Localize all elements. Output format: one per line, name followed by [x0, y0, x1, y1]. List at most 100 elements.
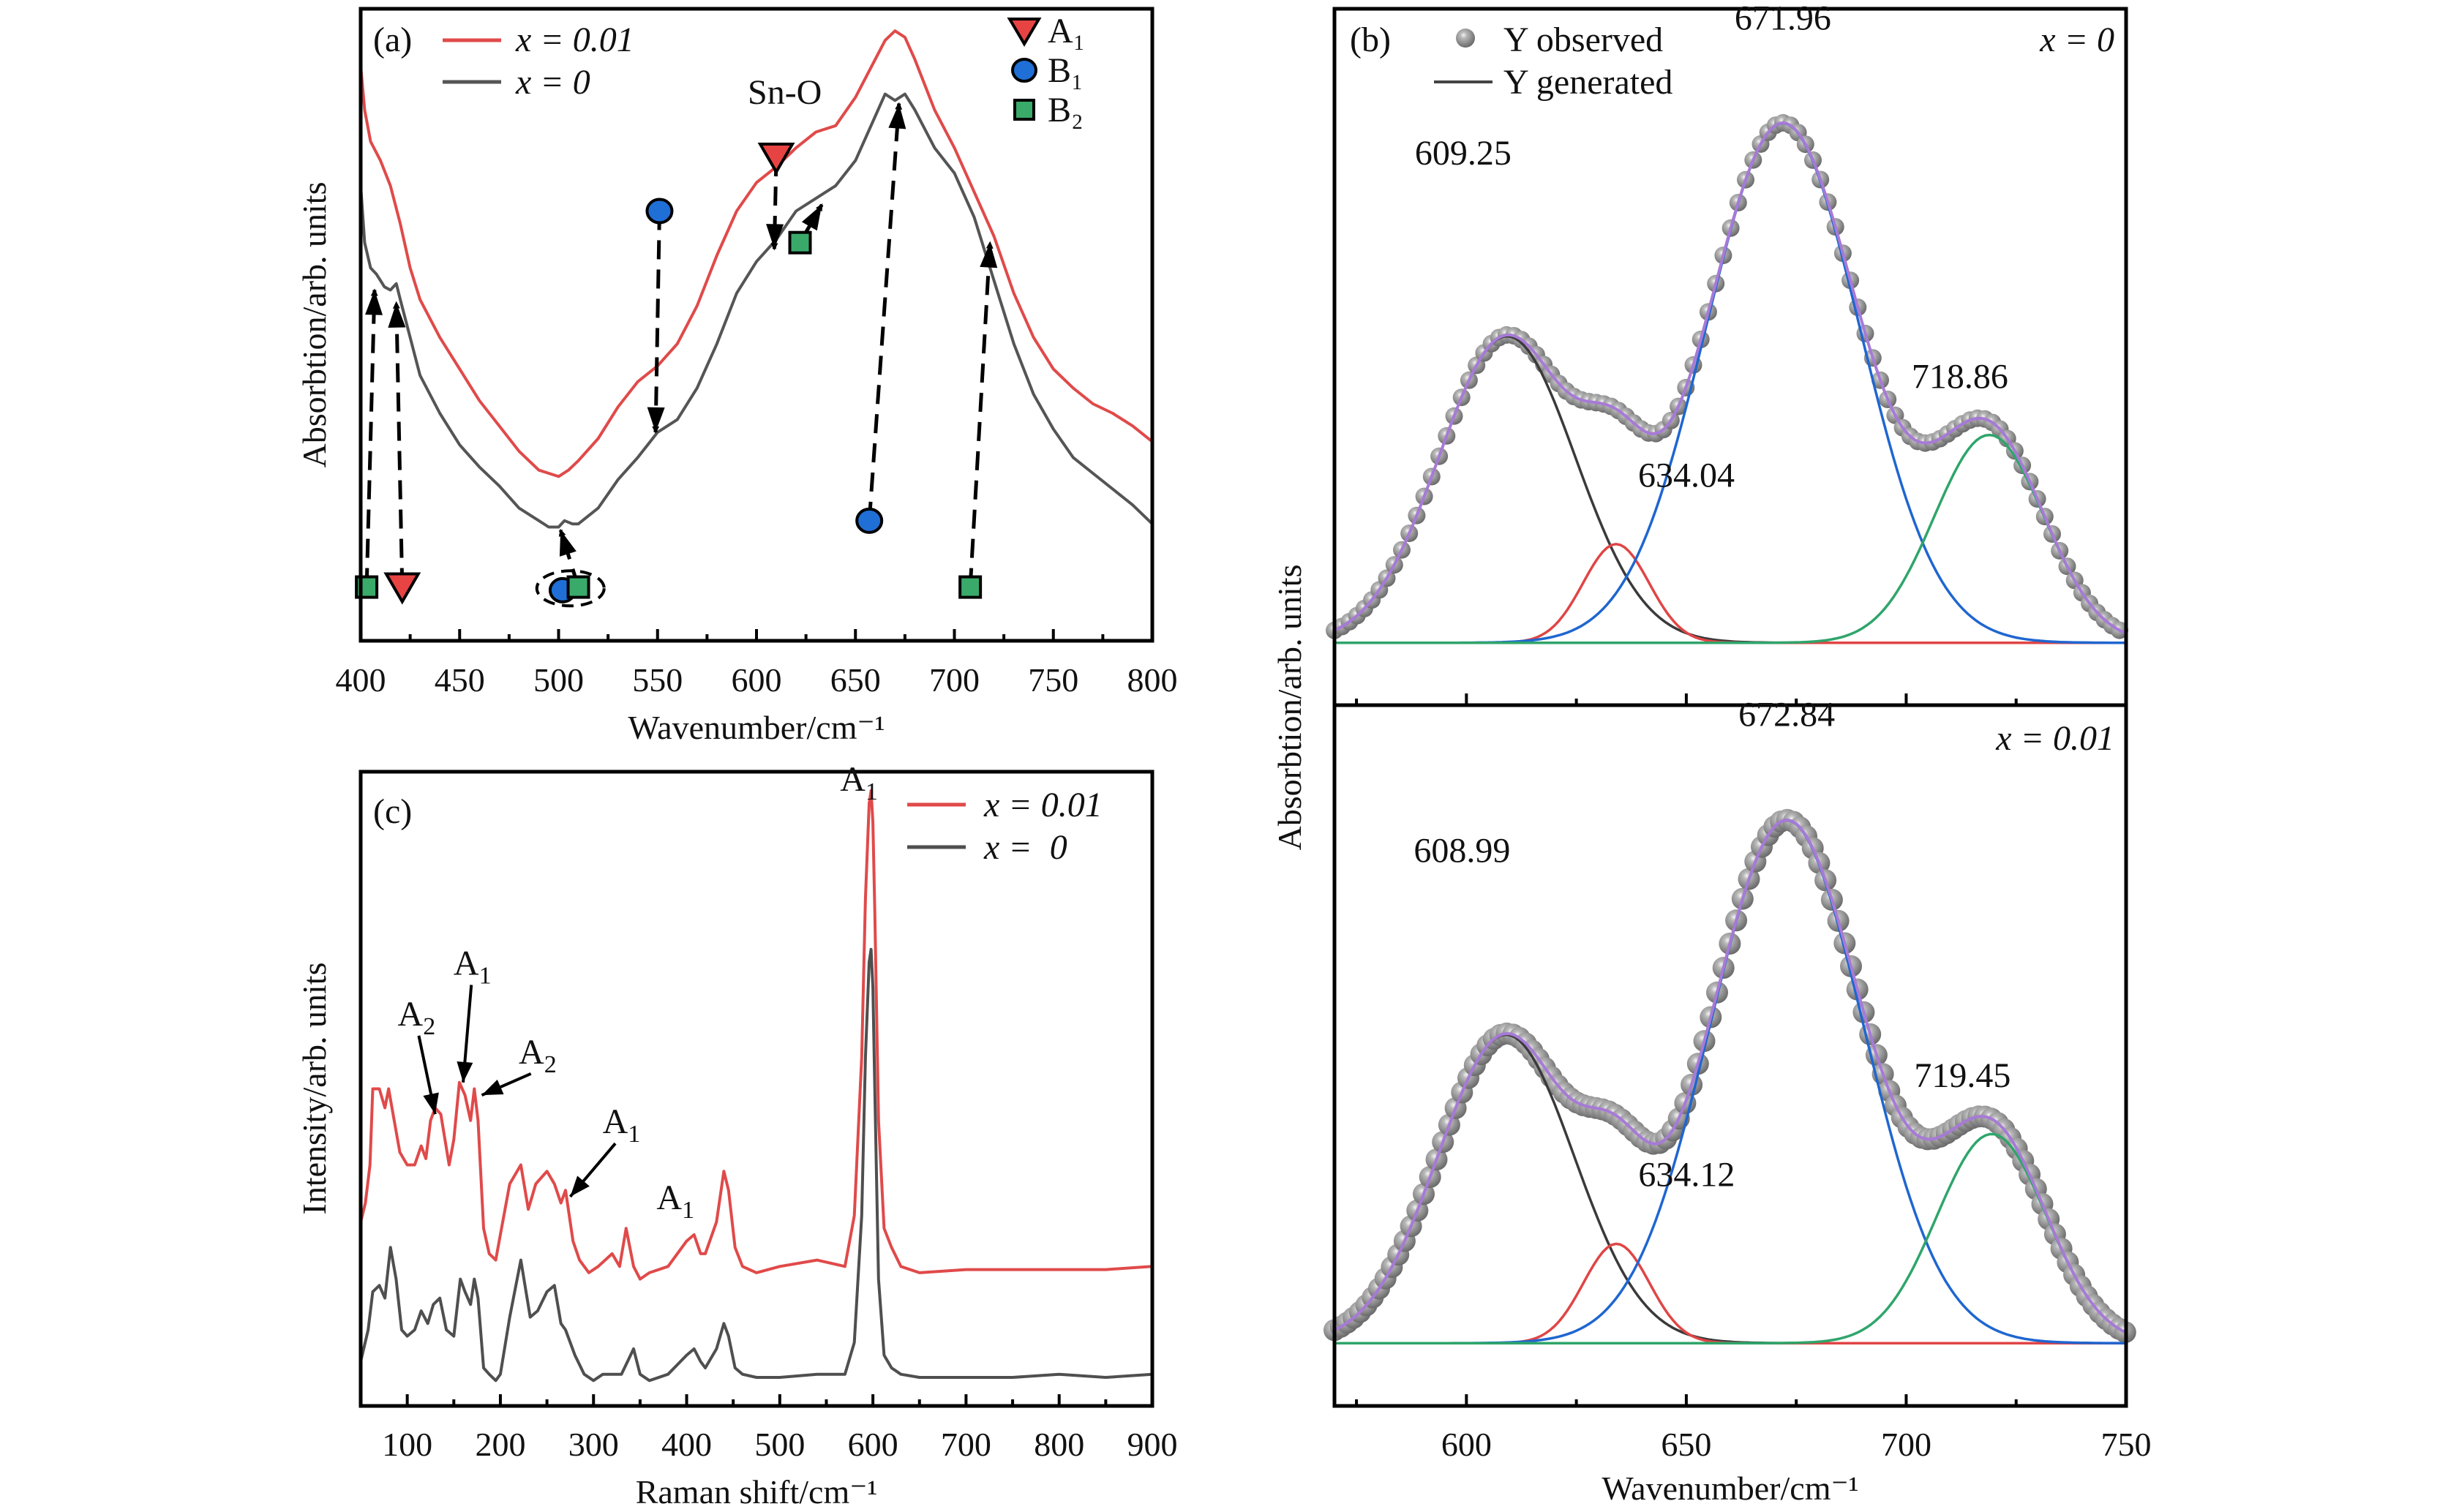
- fit-component-719-45: [1334, 1132, 2127, 1344]
- sn-o-annotation: Sn-O: [748, 73, 822, 112]
- mode-letter: A: [398, 995, 424, 1034]
- panel-a: 400 450 500 550 600 650 700 750 800 (a) x = 0.01…: [296, 7, 1178, 746]
- panel-b: 600 650 700 750 (b) Y observed Y generated …: [1271, 0, 2152, 1507]
- mode-subscript: 1: [628, 1121, 640, 1148]
- panel-b-bottom-plot-area: [1324, 808, 2136, 1344]
- mode-letter: A: [519, 1033, 544, 1072]
- panel-b-bottom-condition: x = 0.01: [1995, 719, 2114, 758]
- peak-label: 671.96: [1735, 0, 1831, 37]
- x-tick-label: 450: [435, 661, 485, 699]
- x-tick-label: 750: [2101, 1426, 2152, 1463]
- arrowhead: [481, 1079, 504, 1096]
- panel-b-label: (b): [1350, 20, 1391, 59]
- arrowhead: [559, 530, 577, 557]
- panel-c-xlabel: Raman shift/cm⁻¹: [636, 1473, 878, 1511]
- marker-b2-square: [958, 575, 983, 599]
- x-tick-label: 650: [1661, 1426, 1711, 1463]
- panel-b-bottom-frame: [1332, 703, 2128, 1408]
- x-tick-label: 700: [1881, 1426, 1931, 1463]
- arrowhead: [365, 290, 383, 315]
- legend-label-x001: x = 0.01: [515, 20, 634, 59]
- panel-b-peak-labels: 609.25 634.04 671.96 718.86 608.99 634.12 672.…: [1413, 0, 2010, 1195]
- mode-annotation: A1: [656, 1178, 694, 1224]
- x-tick-label: 550: [632, 661, 683, 699]
- legend-label-generated: Y generated: [1503, 63, 1672, 102]
- panel-c-ylabel: Intensity/arb. units: [296, 963, 333, 1215]
- x-tick-label: 100: [382, 1426, 432, 1463]
- legend-b1-circle-icon: [1011, 58, 1037, 83]
- x-tick-label: 200: [475, 1426, 525, 1463]
- peak-label: 608.99: [1413, 831, 1510, 870]
- x-tick-label: 600: [1441, 1426, 1492, 1463]
- mode-annotation: A1: [840, 760, 878, 805]
- x-tick-label: 400: [336, 661, 386, 699]
- mode-letter: A: [656, 1178, 682, 1217]
- panel-b-top-plot-area: [1326, 113, 2128, 644]
- legend-label-x001: x = 0.01: [983, 786, 1103, 824]
- x-tick-label: 750: [1028, 661, 1078, 699]
- mode-letter: A: [603, 1102, 628, 1141]
- x-tick-label: 600: [848, 1426, 898, 1463]
- panel-c-legend: x = 0.01 x = 0: [907, 786, 1103, 867]
- x-tick-label: 700: [941, 1426, 991, 1463]
- panel-a-label: (a): [373, 20, 412, 59]
- arrowhead: [457, 1061, 473, 1083]
- mode-shift-arrow: [392, 301, 405, 587]
- mode-subscript: 1: [479, 962, 492, 989]
- legend-label-observed: Y observed: [1503, 20, 1663, 59]
- arrowhead: [888, 103, 906, 129]
- mode-annotation: A1: [454, 944, 492, 989]
- panel-b-legend: Y observed Y generated: [1434, 20, 1672, 102]
- peak-label: 718.86: [1912, 358, 2008, 396]
- legend-mode-label: B₁: [1048, 51, 1084, 90]
- mode-shift-arrow: [364, 288, 378, 587]
- panel-c: 100 200 300 400 500 600 700 800 900 (c) x = 0.01…: [296, 760, 1178, 1511]
- x-tick-label: 300: [568, 1426, 619, 1463]
- arrowhead: [801, 204, 822, 231]
- mode-shift-arrow: [652, 211, 661, 434]
- panel-c-label: (c): [373, 792, 412, 831]
- peak-label: 634.04: [1638, 456, 1735, 495]
- peak-label: 672.84: [1738, 696, 1835, 734]
- panel-c-frame: [358, 770, 1154, 1408]
- panel-b-top-condition: x = 0: [2039, 20, 2114, 59]
- marker-a1-triangle: [383, 572, 421, 605]
- series-line-x0: [359, 92, 1154, 529]
- mode-annotation: A2: [519, 1033, 557, 1078]
- arrowhead: [647, 407, 665, 432]
- generated-fit-line: [1334, 121, 2127, 635]
- arrowhead: [423, 1092, 439, 1115]
- panel-b-xlabel: Wavenumber/cm⁻¹: [1602, 1470, 1858, 1507]
- marker-a1-triangle: [757, 143, 795, 176]
- series-line-x0: [359, 947, 1153, 1383]
- x-tick-label: 800: [1034, 1426, 1084, 1463]
- fit-component-634-04: [1334, 543, 2126, 644]
- mode-letter: A: [840, 760, 866, 799]
- panel-a-legend: x = 0.01 x = 0: [443, 20, 634, 102]
- overlap-highlight-ellipse: [535, 569, 606, 608]
- mode-annotation: A2: [398, 995, 436, 1040]
- x-tick-label: 400: [661, 1426, 712, 1463]
- peak-label: 719.45: [1914, 1056, 2010, 1095]
- arrowhead: [766, 224, 784, 249]
- x-tick-label: 600: [732, 661, 782, 699]
- peak-label: 634.12: [1638, 1156, 1735, 1195]
- arrowhead: [570, 1176, 590, 1197]
- series-line-x001: [359, 789, 1153, 1281]
- legend-label-x0: x = 0: [983, 828, 1067, 867]
- mode-subscript: 1: [866, 778, 878, 805]
- x-tick-label: 700: [929, 661, 980, 699]
- legend-b2-square-icon: [1013, 99, 1035, 121]
- legend-observed-marker: [1456, 29, 1475, 48]
- panel-c-plot-area: [359, 789, 1153, 1383]
- peak-label: 609.25: [1415, 134, 1512, 173]
- legend-label-x0: x = 0: [515, 63, 590, 102]
- legend-mode-label: B₂: [1048, 91, 1084, 129]
- x-tick-label: 500: [533, 661, 584, 699]
- panel-c-x-ticks: 100 200 300 400 500 600 700 800 900: [382, 1394, 1178, 1463]
- mode-shift-arrow: [968, 241, 994, 587]
- x-tick-label: 800: [1127, 661, 1178, 699]
- panel-b-x-ticks: 600 650 700 750: [1355, 693, 2152, 1463]
